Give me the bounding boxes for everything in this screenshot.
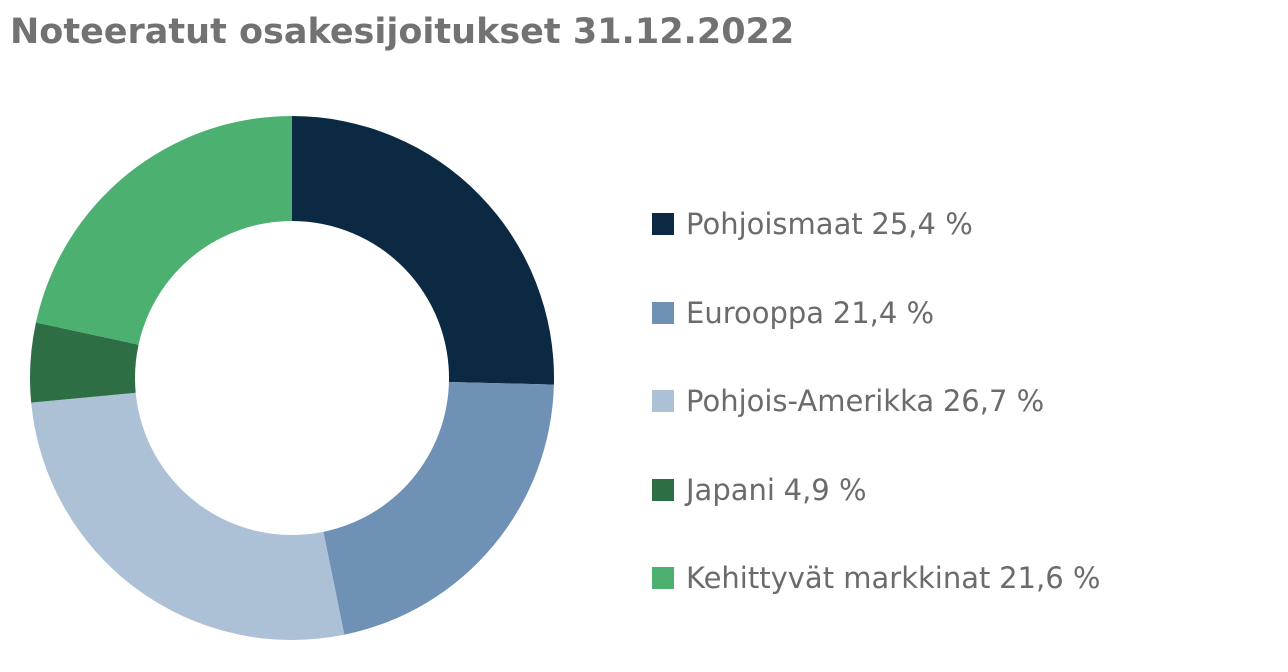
legend-entry: Eurooppa 21,4 % <box>652 269 1100 358</box>
legend: Pohjoismaat 25,4 % Eurooppa 21,4 % Pohjois-A… <box>652 180 1100 623</box>
legend-value: 4,9 % <box>783 472 867 507</box>
legend-entry: Kehittyvät markkinat 21,6 % <box>652 534 1100 623</box>
legend-label: Pohjois-Amerikka <box>686 384 935 419</box>
slice <box>323 381 554 635</box>
chart-title: Noteeratut osakesijoitukset 31.12.2022 <box>10 12 795 52</box>
slice <box>292 116 554 385</box>
slice <box>30 322 139 403</box>
legend-swatch <box>652 213 674 236</box>
slice <box>31 392 345 640</box>
slice <box>35 116 293 345</box>
legend-entry: Pohjois-Amerikka 26,7 % <box>652 357 1100 446</box>
legend-swatch <box>652 478 674 501</box>
legend-value: 26,7 % <box>942 384 1045 419</box>
legend-swatch <box>652 567 674 590</box>
legend-label: Eurooppa <box>686 295 825 330</box>
legend-label: Kehittyvät markkinat <box>686 561 991 596</box>
legend-label: Pohjoismaat <box>686 207 863 242</box>
chart <box>30 116 554 640</box>
legend-value: 21,4 % <box>832 295 935 330</box>
legend-swatch <box>652 390 674 413</box>
legend-value: 25,4 % <box>871 207 973 242</box>
legend-entry: Pohjoismaat 25,4 % <box>652 180 1100 269</box>
legend-entry: Japani 4,9 % <box>652 446 1100 535</box>
legend-label: Japani <box>686 472 775 507</box>
legend-swatch <box>652 301 674 324</box>
legend-value: 21,6 % <box>999 561 1101 596</box>
